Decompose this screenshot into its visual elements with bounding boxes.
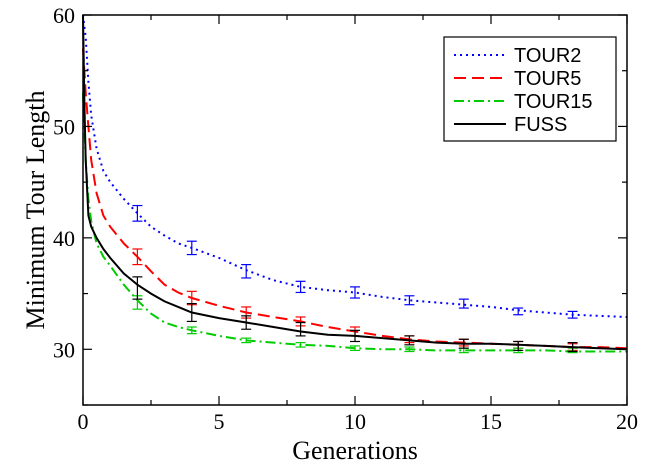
error-bar-tour2	[132, 204, 143, 222]
error-bar-tour15	[241, 337, 252, 344]
error-bar-tour15	[350, 345, 360, 351]
error-bar-tour2	[295, 280, 306, 294]
x-tick-label: 5	[214, 409, 225, 434]
legend-label-tour5: TOUR5	[514, 68, 581, 90]
y-tick-label: 40	[53, 226, 75, 251]
y-tick-label: 30	[53, 337, 75, 362]
error-bar-tour2	[404, 295, 415, 306]
error-bar-fuss	[132, 276, 143, 300]
error-bar-tour2	[241, 264, 252, 279]
y-tick-label: 50	[53, 114, 75, 139]
y-axis-title: Minimum Tour Length	[21, 91, 50, 330]
axes: 0 5 10 15 20 30 40 50 60	[53, 3, 638, 434]
error-bar-fuss	[186, 303, 197, 323]
x-tick-label: 10	[344, 409, 366, 434]
error-bar-tour2	[567, 310, 578, 319]
error-bar-tour5	[132, 248, 143, 266]
error-bar-tour2	[186, 240, 197, 256]
error-bar-fuss	[404, 335, 415, 346]
error-bar-tour15	[295, 342, 306, 348]
error-bar-fuss	[513, 340, 524, 351]
error-bar-tour2	[458, 298, 469, 309]
series-line-fuss	[82, 14, 628, 351]
x-tick-label: 15	[480, 409, 502, 434]
error-bar-fuss	[567, 342, 578, 353]
legend-label-tour2: TOUR2	[514, 45, 581, 67]
error-bar-tour15	[186, 326, 197, 335]
error-bar-fuss	[458, 338, 469, 349]
error-bar-fuss	[350, 329, 360, 343]
legend-label-fuss: FUSS	[514, 114, 567, 136]
plot-area	[82, 14, 628, 354]
error-bar-tour2	[350, 286, 360, 299]
error-bar-fuss	[241, 315, 252, 330]
legend-label-tour15: TOUR15	[514, 91, 593, 113]
error-bar-tour15	[404, 346, 415, 353]
error-bar-tour2	[513, 307, 524, 316]
x-tick-label: 0	[78, 409, 89, 434]
y-tick-label: 60	[53, 3, 75, 28]
x-axis-title: Generations	[292, 436, 418, 465]
error-bar-fuss	[295, 321, 306, 337]
x-tick-label: 20	[616, 409, 638, 434]
